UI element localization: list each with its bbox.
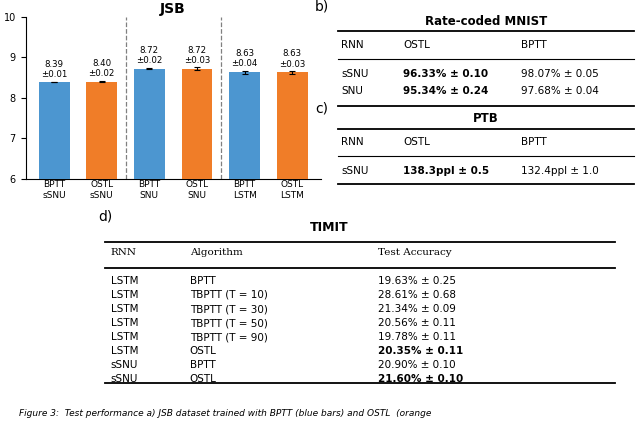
- Text: TBPTT (T = 10): TBPTT (T = 10): [190, 290, 268, 300]
- Text: RNN: RNN: [111, 249, 137, 257]
- Text: OSTL: OSTL: [403, 40, 430, 49]
- Text: BPTT: BPTT: [522, 40, 547, 49]
- Text: LSTM: LSTM: [111, 332, 138, 342]
- Text: LSTM: LSTM: [111, 304, 138, 314]
- Text: 98.07% ± 0.05: 98.07% ± 0.05: [522, 69, 599, 78]
- Bar: [229, 72, 260, 422]
- Text: 21.34% ± 0.09: 21.34% ± 0.09: [378, 304, 456, 314]
- Text: TBPTT (T = 90): TBPTT (T = 90): [190, 332, 268, 342]
- Text: 95.34% ± 0.24: 95.34% ± 0.24: [403, 87, 489, 97]
- Title: JSB: JSB: [160, 2, 186, 16]
- Text: d): d): [99, 210, 113, 224]
- Text: BPTT: BPTT: [190, 360, 216, 371]
- Text: LSTM: LSTM: [111, 346, 138, 356]
- Text: RNN: RNN: [341, 40, 364, 49]
- Text: 8.72
±0.02: 8.72 ±0.02: [136, 46, 163, 65]
- Text: Rate-coded MNIST: Rate-coded MNIST: [425, 15, 547, 28]
- Text: BPTT: BPTT: [522, 137, 547, 147]
- Text: 132.4ppl ± 1.0: 132.4ppl ± 1.0: [522, 166, 599, 176]
- Text: OSTL: OSTL: [403, 137, 430, 147]
- Text: TBPTT (T = 30): TBPTT (T = 30): [190, 304, 268, 314]
- Text: 138.3ppl ± 0.5: 138.3ppl ± 0.5: [403, 166, 490, 176]
- Text: 20.35% ± 0.11: 20.35% ± 0.11: [378, 346, 463, 356]
- Text: 19.78% ± 0.11: 19.78% ± 0.11: [378, 332, 456, 342]
- Text: SNU: SNU: [341, 87, 364, 97]
- Text: Algorithm: Algorithm: [190, 249, 243, 257]
- Text: 21.60% ± 0.10: 21.60% ± 0.10: [378, 374, 463, 384]
- Bar: [134, 69, 165, 422]
- Text: BPTT: BPTT: [190, 276, 216, 286]
- Text: b): b): [315, 0, 329, 14]
- Text: 8.40
±0.02: 8.40 ±0.02: [88, 59, 115, 78]
- Text: sSNU: sSNU: [111, 374, 138, 384]
- Text: c): c): [315, 101, 328, 115]
- Text: 8.63
±0.03: 8.63 ±0.03: [279, 49, 305, 69]
- Text: LSTM: LSTM: [111, 276, 138, 286]
- Bar: [182, 69, 212, 422]
- Text: OSTL: OSTL: [190, 346, 216, 356]
- Text: 97.68% ± 0.04: 97.68% ± 0.04: [522, 87, 599, 97]
- Text: OSTL: OSTL: [190, 374, 216, 384]
- Text: LSTM: LSTM: [111, 290, 138, 300]
- Text: sSNU: sSNU: [341, 69, 369, 78]
- Text: 8.63
±0.04: 8.63 ±0.04: [232, 49, 258, 68]
- Text: sSNU: sSNU: [341, 166, 369, 176]
- Text: Figure 3:  Test performance a) JSB dataset trained with BPTT (blue bars) and OST: Figure 3: Test performance a) JSB datase…: [19, 409, 431, 418]
- Text: sSNU: sSNU: [111, 360, 138, 371]
- Bar: [38, 82, 70, 422]
- Bar: [276, 72, 308, 422]
- Text: 20.56% ± 0.11: 20.56% ± 0.11: [378, 318, 456, 328]
- Text: TIMIT: TIMIT: [310, 221, 349, 234]
- Text: Test Accuracy: Test Accuracy: [378, 249, 452, 257]
- Text: 8.39
±0.01: 8.39 ±0.01: [41, 60, 67, 79]
- Text: 19.63% ± 0.25: 19.63% ± 0.25: [378, 276, 456, 286]
- Text: RNN: RNN: [341, 137, 364, 147]
- Text: 96.33% ± 0.10: 96.33% ± 0.10: [403, 69, 488, 78]
- Text: 20.90% ± 0.10: 20.90% ± 0.10: [378, 360, 456, 371]
- Text: 8.72
±0.03: 8.72 ±0.03: [184, 46, 210, 65]
- Text: TBPTT (T = 50): TBPTT (T = 50): [190, 318, 268, 328]
- Text: LSTM: LSTM: [111, 318, 138, 328]
- Text: 28.61% ± 0.68: 28.61% ± 0.68: [378, 290, 456, 300]
- Bar: [86, 81, 117, 422]
- Text: PTB: PTB: [473, 112, 499, 125]
